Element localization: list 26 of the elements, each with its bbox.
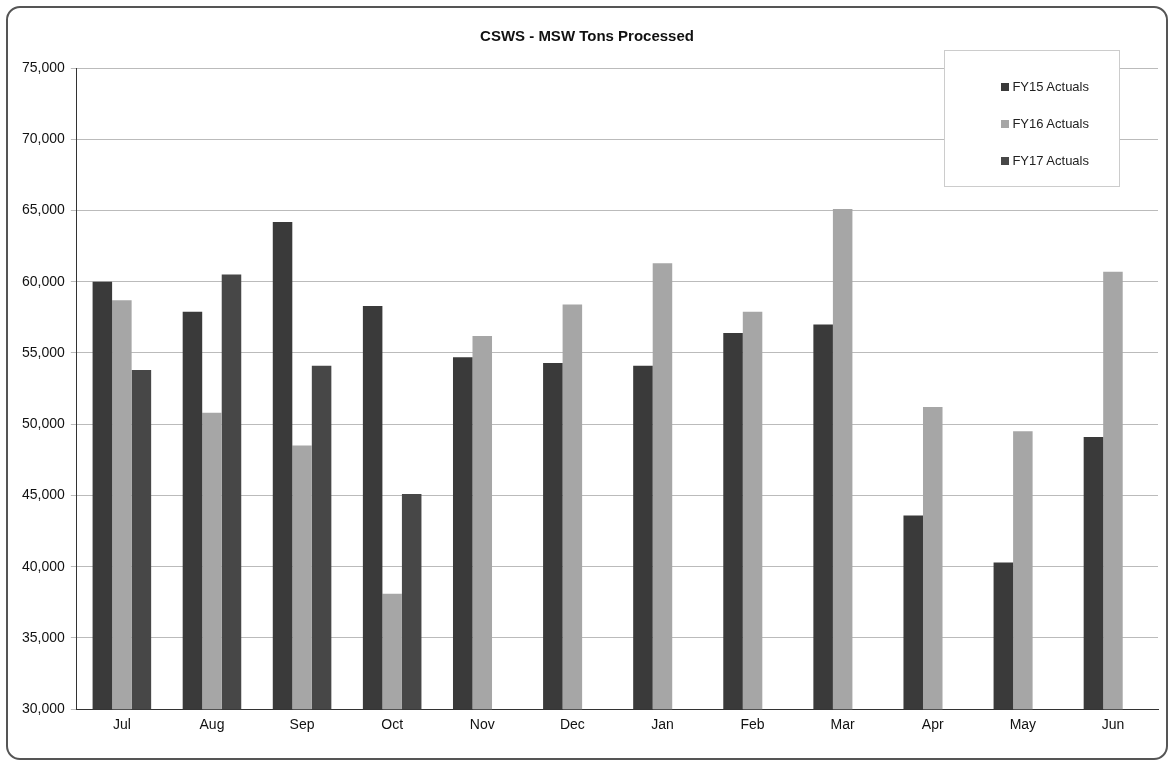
x-tick-label: Nov	[469, 716, 495, 733]
x-tick-label: Sep	[289, 716, 315, 733]
x-tick-label: Jun	[1101, 716, 1125, 733]
legend-label: FY15 Actuals	[1012, 79, 1089, 94]
y-tick-label: 30,000	[21, 700, 66, 717]
x-tick-label: Mar	[830, 716, 856, 733]
chart-title: CSWS - MSW Tons Processed	[480, 27, 694, 45]
legend-label: FY17 Actuals	[1012, 153, 1089, 168]
y-tick-label: 70,000	[21, 130, 66, 147]
y-tick-label: 35,000	[21, 628, 66, 645]
x-tick-label: Dec	[559, 716, 585, 733]
y-tick-label: 55,000	[21, 343, 66, 360]
legend-label: FY16 Actuals	[1012, 116, 1089, 131]
x-tick-label: Aug	[199, 716, 225, 733]
x-tick-label: Oct	[381, 716, 404, 733]
x-tick-label: Jul	[112, 716, 131, 733]
x-tick-label: Jan	[651, 716, 674, 733]
x-tick-label: Feb	[740, 716, 765, 733]
y-tick-label: 60,000	[21, 272, 66, 289]
y-tick-label: 75,000	[21, 58, 66, 75]
x-tick-label: May	[1009, 716, 1037, 733]
y-tick-label: 40,000	[21, 557, 66, 574]
y-tick-label: 45,000	[21, 486, 66, 503]
x-tick-label: Apr	[921, 716, 944, 733]
y-tick-label: 50,000	[21, 415, 66, 432]
y-tick-label: 65,000	[21, 201, 66, 218]
